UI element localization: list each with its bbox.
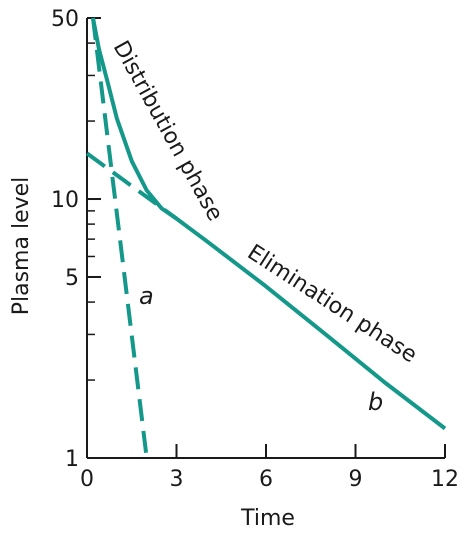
dashed-series-line — [85, 151, 178, 221]
elimination-phase-label: Elimination phase — [243, 240, 422, 368]
x-tick-label: 12 — [431, 467, 459, 492]
x-ticks: 0 3 6 9 12 — [80, 444, 459, 492]
series-b-label: b — [368, 388, 383, 416]
y-tick-label: 50 — [51, 7, 79, 32]
series-a-label: a — [139, 282, 154, 310]
y-ticks: 1 5 10 50 — [51, 7, 101, 472]
dashed-series-line — [91, 17, 149, 459]
series-layer — [85, 17, 447, 459]
y-tick-label: 1 — [65, 447, 79, 472]
solid-series-line — [91, 17, 447, 431]
x-tick-label: 3 — [170, 467, 184, 492]
x-axis-title: Time — [240, 506, 295, 531]
x-tick-label: 9 — [349, 467, 363, 492]
x-tick-label: 0 — [80, 467, 94, 492]
x-tick-label: 6 — [259, 467, 273, 492]
y-tick-label: 10 — [51, 188, 79, 213]
y-tick-label: 5 — [65, 266, 79, 291]
y-axis-title: Plasma level — [9, 177, 34, 316]
distribution-phase-label: Distribution phase — [108, 37, 228, 226]
